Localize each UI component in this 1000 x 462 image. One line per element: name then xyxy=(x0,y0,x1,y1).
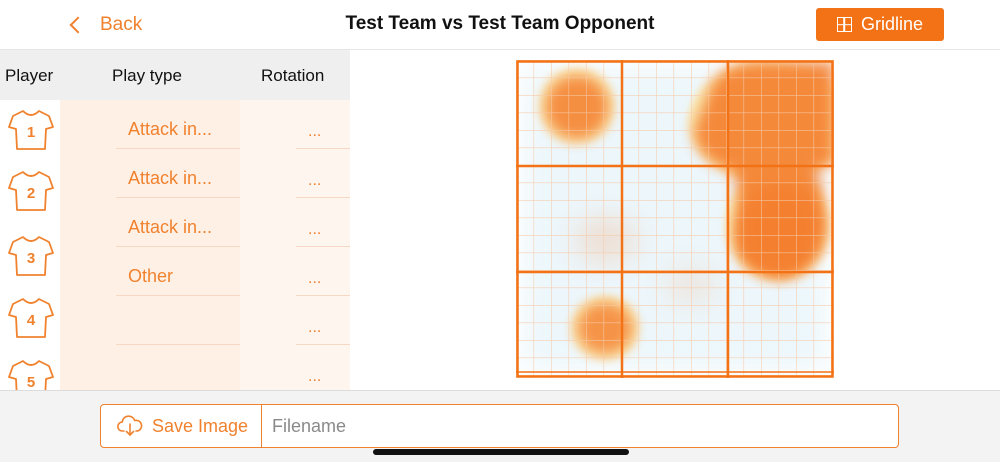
back-label: Back xyxy=(100,14,143,35)
table-row[interactable]: 4 Other... xyxy=(0,247,350,338)
table-row[interactable]: 1 Attack in...... xyxy=(0,100,350,152)
jersey-icon: 2 xyxy=(8,169,54,213)
column-header-play-type: Play type xyxy=(112,66,182,85)
jersey-number: 5 xyxy=(26,374,36,390)
jersey-icon: 1 xyxy=(8,108,54,152)
chevron-left-icon xyxy=(69,16,87,34)
save-image-button[interactable]: Save Image xyxy=(100,404,262,448)
play-type-cell[interactable]: Other xyxy=(116,247,240,296)
table-row[interactable]: 2 Attack in...... xyxy=(0,149,350,211)
jersey-number: 4 xyxy=(26,312,36,329)
table-row[interactable]: ... xyxy=(0,345,350,390)
jersey-icon: 5 xyxy=(8,358,54,390)
jersey-number: 2 xyxy=(26,185,36,202)
jersey-number: 1 xyxy=(26,124,36,141)
rotation-cell[interactable]: ... xyxy=(296,100,350,149)
table-header: Player Play type Rotation xyxy=(0,50,350,100)
gridline-button[interactable]: Gridline xyxy=(816,8,944,41)
cloud-download-icon xyxy=(117,415,143,436)
rotation-cell[interactable]: ... xyxy=(296,149,350,198)
rotation-cell[interactable]: ... xyxy=(296,296,350,345)
rotation-cell[interactable]: ... xyxy=(296,345,350,390)
jersey-number: 3 xyxy=(26,250,36,267)
save-image-label: Save Image xyxy=(152,415,249,436)
court-fine-grid xyxy=(516,60,834,378)
play-type-cell[interactable]: Attack in... xyxy=(116,149,240,198)
play-type-cell[interactable] xyxy=(116,345,240,390)
play-type-cell[interactable] xyxy=(116,296,240,345)
header-bar: Back Test Team vs Test Team Opponent Gri… xyxy=(0,0,1000,50)
jersey-icon: 4 xyxy=(8,296,54,340)
home-indicator xyxy=(373,449,629,455)
back-button[interactable]: Back xyxy=(66,12,142,38)
table-row[interactable]: 5... xyxy=(0,296,350,390)
table-row[interactable]: 3 Attack in...... xyxy=(0,198,350,276)
court-heatmap[interactable] xyxy=(516,60,834,378)
play-type-cell[interactable]: Attack in... xyxy=(116,100,240,149)
stats-table[interactable]: 1 Attack in...... 2 Attack in...... 3 Attack … xyxy=(0,100,350,390)
play-type-cell[interactable]: Attack in... xyxy=(116,198,240,247)
rotation-cell[interactable]: ... xyxy=(296,198,350,247)
jersey-icon: 3 xyxy=(8,234,54,278)
column-header-rotation: Rotation xyxy=(261,66,325,85)
gridline-label: Gridline xyxy=(860,14,924,34)
rotation-cell[interactable]: ... xyxy=(296,247,350,296)
column-header-player: Player xyxy=(5,66,54,85)
court-zone-grid xyxy=(516,60,834,378)
filename-input[interactable] xyxy=(261,404,899,448)
grid-icon xyxy=(836,17,852,32)
